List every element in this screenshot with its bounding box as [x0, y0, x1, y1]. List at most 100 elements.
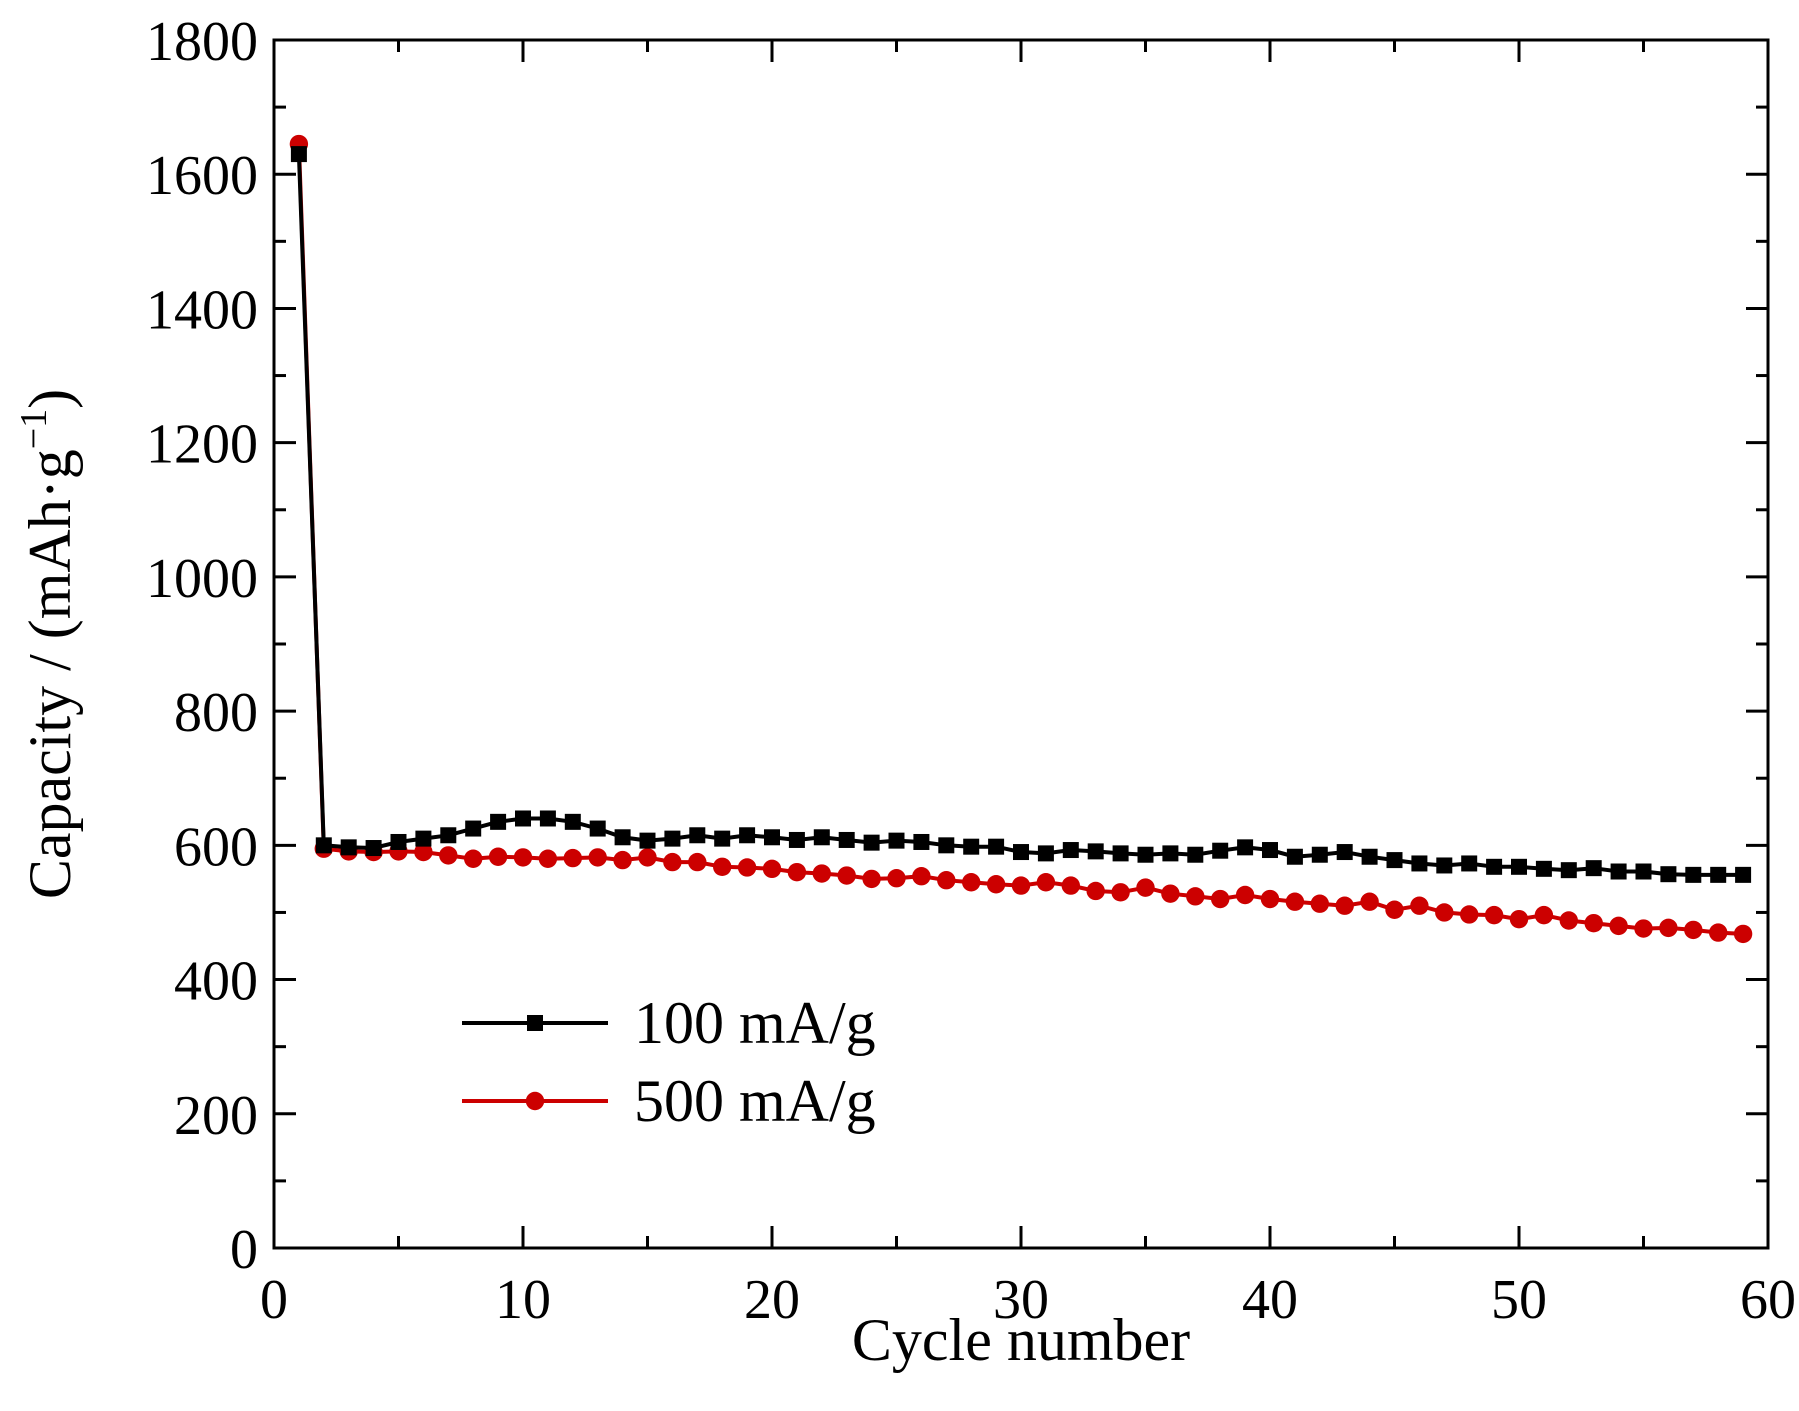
data-point: [1336, 844, 1353, 861]
data-point: [688, 852, 707, 872]
data-point: [962, 873, 981, 892]
data-point: [290, 146, 307, 163]
data-point: [862, 869, 881, 889]
y-tick-label: 200: [174, 1085, 258, 1147]
data-point: [538, 849, 558, 868]
y-tick-label: 1200: [146, 414, 258, 476]
y-tick-label: 1000: [146, 548, 258, 610]
legend-marker: [525, 1091, 545, 1111]
data-point: [739, 827, 756, 844]
data-point: [1361, 848, 1378, 865]
x-tick-label: 20: [744, 1269, 800, 1331]
y-axis-title-main: Capacity / (mAh·g: [17, 449, 83, 899]
data-point: [1037, 845, 1054, 862]
data-point: [365, 840, 382, 857]
y-tick-label: 1800: [146, 11, 258, 73]
data-point: [1534, 905, 1554, 925]
data-point: [1735, 866, 1752, 883]
y-axis-title-close: ): [17, 389, 83, 409]
data-point: [1609, 916, 1628, 936]
data-point: [1335, 896, 1354, 915]
data-point: [1559, 911, 1579, 930]
data-point: [1710, 866, 1727, 883]
x-tick-label: 30: [993, 1269, 1049, 1331]
data-point: [563, 848, 582, 868]
data-point: [315, 837, 332, 854]
x-tick-label: 50: [1491, 1269, 1547, 1331]
data-point: [1486, 858, 1503, 875]
data-point: [663, 852, 682, 872]
data-point: [1062, 842, 1079, 859]
data-point: [1285, 892, 1305, 911]
plot-frame: [272, 38, 1770, 1250]
ticks: 0 10 20 30 40 50 60020040060080010001200140016…: [146, 11, 1796, 1331]
data-point: [564, 813, 581, 830]
data-point: [986, 875, 1006, 894]
data-point: [762, 859, 782, 879]
x-tick-label: 10: [495, 1269, 551, 1331]
data-point: [340, 839, 357, 856]
legend-label: 100 mA/g: [634, 990, 876, 1056]
data-point: [1212, 842, 1229, 859]
data-point: [464, 849, 483, 868]
y-tick-label: 1400: [146, 279, 258, 341]
data-point: [1733, 924, 1753, 944]
data-point: [714, 830, 731, 847]
data-point: [963, 838, 980, 855]
y-axis-title: Capacity / (mAh·g−1): [13, 389, 83, 899]
x-axis-title: Cycle number: [852, 1307, 1190, 1373]
data-point: [988, 838, 1005, 855]
data-point: [1436, 857, 1453, 874]
data-point: [1509, 909, 1529, 929]
y-axis-title-superscript: −1: [13, 409, 55, 449]
data-point: [415, 830, 432, 847]
y-tick-label: 400: [174, 951, 258, 1013]
data-point: [1311, 846, 1328, 863]
legend-marker: [527, 1015, 543, 1031]
data-point: [937, 871, 956, 890]
y-tick-label: 800: [174, 682, 258, 744]
data-point: [1684, 920, 1703, 940]
data-point: [588, 848, 607, 867]
data-point: [465, 820, 482, 837]
data-point: [1461, 855, 1478, 872]
legend: 100 mA/g 500 mA/g: [462, 990, 876, 1134]
series-line: [296, 154, 1744, 877]
data-point: [913, 833, 930, 850]
data-point: [1460, 905, 1479, 924]
data-point: [664, 830, 681, 847]
data-point: [689, 827, 706, 844]
data-point: [1036, 873, 1056, 892]
data-point: [613, 850, 632, 870]
data-point: [1186, 887, 1205, 906]
data-point: [1386, 852, 1403, 869]
data-point: [1013, 844, 1029, 861]
data-point: [788, 831, 805, 848]
data-point: [1310, 894, 1330, 913]
series-100-ma-g: [290, 146, 1752, 883]
data-point: [639, 832, 656, 849]
data-point: [488, 847, 508, 866]
data-point: [813, 829, 830, 846]
data-point: [1511, 858, 1527, 875]
data-point: [515, 810, 531, 827]
data-point: [1385, 900, 1404, 919]
x-tick-label: 0: [260, 1269, 288, 1331]
data-point: [1061, 876, 1081, 895]
x-tick-label: 40: [1242, 1269, 1298, 1331]
data-point: [1585, 860, 1602, 877]
data-point: [1187, 846, 1204, 863]
data-point: [1484, 905, 1504, 925]
series-group: [289, 134, 1753, 944]
data-point: [539, 810, 556, 827]
data-point: [737, 858, 757, 877]
data-point: [887, 869, 906, 888]
data-point: [1535, 860, 1552, 877]
data-point: [1262, 842, 1278, 859]
data-point: [1634, 919, 1653, 938]
data-point: [888, 832, 905, 849]
data-point: [440, 827, 457, 844]
data-point: [439, 846, 458, 865]
